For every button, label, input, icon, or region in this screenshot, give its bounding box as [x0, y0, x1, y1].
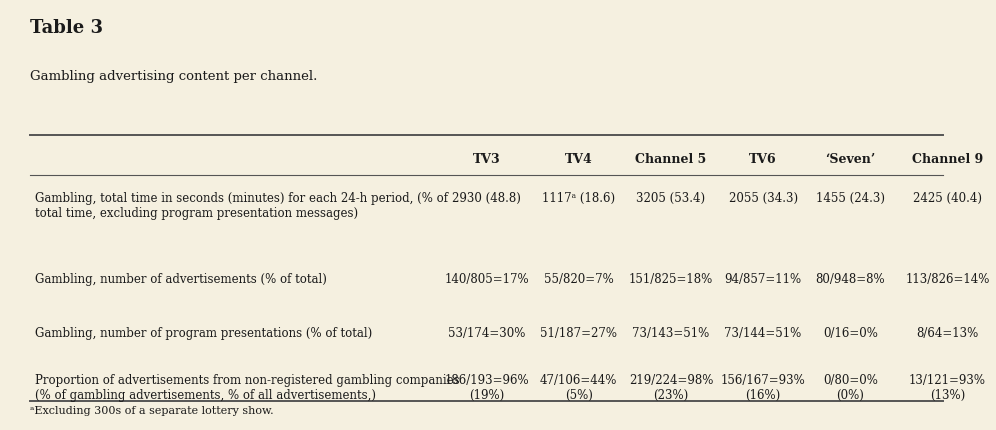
Text: 0/16=0%: 0/16=0% [823, 326, 877, 339]
Text: 13/121=93%
(13%): 13/121=93% (13%) [909, 373, 986, 401]
Text: 73/144=51%: 73/144=51% [724, 326, 802, 339]
Text: 80/948=8%: 80/948=8% [816, 273, 885, 286]
Text: TV6: TV6 [749, 153, 777, 166]
Text: 2055 (34.3): 2055 (34.3) [728, 191, 798, 205]
Text: Gambling, number of advertisements (% of total): Gambling, number of advertisements (% of… [35, 273, 328, 286]
Text: 156/167=93%
(16%): 156/167=93% (16%) [721, 373, 806, 401]
Text: 8/64=13%: 8/64=13% [916, 326, 979, 339]
Text: ‘Seven’: ‘Seven’ [826, 153, 875, 166]
Text: 53/174=30%: 53/174=30% [448, 326, 525, 339]
Text: 140/805=17%: 140/805=17% [444, 273, 529, 286]
Text: 47/106=44%
(5%): 47/106=44% (5%) [540, 373, 618, 401]
Text: 3205 (53.4): 3205 (53.4) [636, 191, 705, 205]
Text: Channel 5: Channel 5 [635, 153, 706, 166]
Text: 73/143=51%: 73/143=51% [632, 326, 709, 339]
Text: 186/193=96%
(19%): 186/193=96% (19%) [444, 373, 529, 401]
Text: 0/80=0%
(0%): 0/80=0% (0%) [823, 373, 877, 401]
Text: 1117ᵃ (18.6): 1117ᵃ (18.6) [542, 191, 616, 205]
Text: 113/826=14%: 113/826=14% [905, 273, 990, 286]
Text: 55/820=7%: 55/820=7% [544, 273, 614, 286]
Text: 219/224=98%
(23%): 219/224=98% (23%) [628, 373, 713, 401]
Text: Channel 9: Channel 9 [911, 153, 983, 166]
Text: Proportion of advertisements from non-registered gambling companies
(% of gambli: Proportion of advertisements from non-re… [35, 373, 460, 401]
Text: Gambling, number of program presentations (% of total): Gambling, number of program presentation… [35, 326, 373, 339]
Text: 94/857=11%: 94/857=11% [724, 273, 802, 286]
Text: 151/825=18%: 151/825=18% [628, 273, 713, 286]
Text: 2930 (48.8): 2930 (48.8) [452, 191, 521, 205]
Text: Table 3: Table 3 [31, 18, 104, 37]
Text: 51/187=27%: 51/187=27% [540, 326, 618, 339]
Text: TV3: TV3 [473, 153, 500, 166]
Text: ᵃExcluding 300s of a separate lottery show.: ᵃExcluding 300s of a separate lottery sh… [31, 405, 274, 415]
Text: Gambling, total time in seconds (minutes) for each 24-h period, (% of
total time: Gambling, total time in seconds (minutes… [35, 191, 448, 219]
Text: 1455 (24.3): 1455 (24.3) [816, 191, 884, 205]
Text: Gambling advertising content per channel.: Gambling advertising content per channel… [31, 70, 318, 83]
Text: 2425 (40.4): 2425 (40.4) [913, 191, 982, 205]
Text: TV4: TV4 [565, 153, 593, 166]
